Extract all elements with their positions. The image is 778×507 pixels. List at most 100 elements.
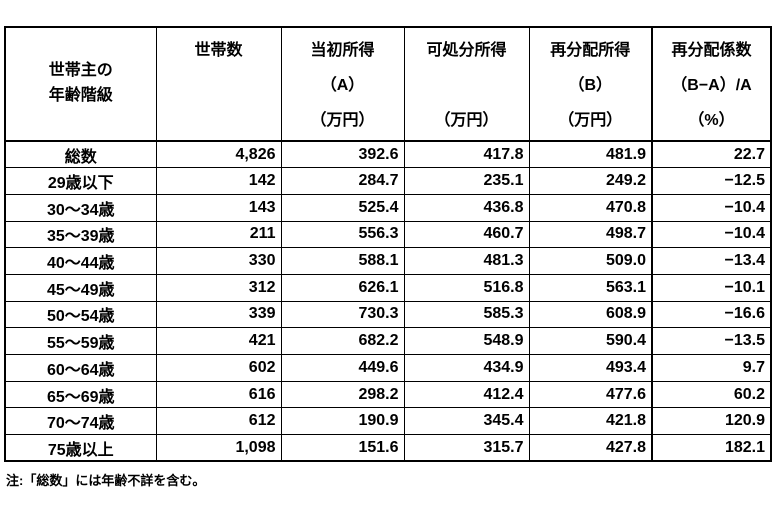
data-cell: 392.6 — [280, 140, 405, 169]
table-row: 60～64歳 602 449.6 434.9 493.4 9.7 — [4, 354, 772, 382]
data-cell: 509.0 — [528, 247, 653, 275]
row-label: 50～54歳 — [4, 300, 157, 329]
header-redistribution-coefficient-symbol: （B−A）/A — [671, 77, 752, 94]
data-cell: 608.9 — [528, 300, 653, 329]
row-label: 60～64歳 — [4, 354, 157, 382]
data-cell: 9.7 — [651, 354, 772, 382]
data-cell: 427.8 — [528, 434, 653, 462]
data-cell: −13.4 — [651, 247, 772, 275]
data-cell: 330 — [155, 247, 282, 275]
header-redistribution-coefficient-stack: 再分配係数 （B−A）/A （%） — [654, 28, 770, 139]
data-cell: 1,098 — [155, 434, 282, 462]
row-label: 45～49歳 — [4, 273, 157, 302]
data-cell: 602 — [155, 354, 282, 382]
data-cell: 585.3 — [403, 300, 530, 329]
table-row: 35～39歳 211 556.3 460.7 498.7 −10.4 — [4, 220, 772, 249]
table-row: 75歳以上 1,098 151.6 315.7 427.8 182.1 — [4, 434, 772, 462]
header-age-class-line1: 世帯主の — [48, 62, 113, 80]
data-cell: 460.7 — [403, 220, 530, 249]
header-disposable-income-stack: 可処分所得 （万円） — [405, 28, 528, 139]
data-cell: 339 — [155, 300, 282, 329]
header-age-class: 世帯主の 年齢階級 — [4, 26, 157, 142]
data-cell: −10.4 — [651, 193, 772, 222]
data-cell: −10.4 — [651, 220, 772, 249]
header-initial-income-unit: （万円） — [310, 112, 375, 129]
data-cell: 590.4 — [528, 327, 653, 355]
data-cell: 417.8 — [403, 140, 530, 169]
row-label: 65～69歳 — [4, 380, 157, 409]
data-cell: 312 — [155, 273, 282, 302]
data-cell: 249.2 — [528, 167, 653, 195]
header-redistributed-income-symbol: （B） — [568, 77, 613, 94]
data-cell: −12.5 — [651, 167, 772, 195]
data-cell: 235.1 — [403, 167, 530, 195]
data-cell: 284.7 — [280, 167, 405, 195]
data-cell: −16.6 — [651, 300, 772, 329]
data-cell: 616 — [155, 380, 282, 409]
data-cell: 120.9 — [651, 407, 772, 436]
data-cell: 588.1 — [280, 247, 405, 275]
data-cell: −13.5 — [651, 327, 772, 355]
data-cell: 626.1 — [280, 273, 405, 302]
data-cell: 182.1 — [651, 434, 772, 462]
data-cell: 556.3 — [280, 220, 405, 249]
table-row: 50～54歳 339 730.3 585.3 608.9 −16.6 — [4, 300, 772, 329]
table-row: 70～74歳 612 190.9 345.4 421.8 120.9 — [4, 407, 772, 436]
header-initial-income-title: 当初所得 — [310, 42, 375, 59]
header-redistributed-income-stack: 再分配所得 （B） （万円） — [530, 28, 651, 139]
row-label: 75歳以上 — [4, 434, 157, 462]
data-cell: 211 — [155, 220, 282, 249]
data-cell: 498.7 — [528, 220, 653, 249]
header-redistributed-income-title: 再分配所得 — [550, 42, 631, 59]
data-cell: 412.4 — [403, 380, 530, 409]
table-body: 総数 4,826 392.6 417.8 481.9 22.7 29歳以下 142 284.7 2… — [4, 140, 772, 462]
header-disposable-income: 可処分所得 （万円） — [403, 26, 530, 142]
data-cell: −10.1 — [651, 273, 772, 302]
table-row: 65～69歳 616 298.2 412.4 477.6 60.2 — [4, 380, 772, 409]
table-row: 45～49歳 312 626.1 516.8 563.1 −10.1 — [4, 273, 772, 302]
data-cell: 190.9 — [280, 407, 405, 436]
header-age-class-line2: 年齢階級 — [48, 87, 113, 104]
data-cell: 345.4 — [403, 407, 530, 436]
header-initial-income-stack: 当初所得 （A） （万円） — [282, 28, 403, 139]
data-cell: 142 — [155, 167, 282, 195]
row-label: 総数 — [4, 140, 157, 169]
data-cell: 563.1 — [528, 273, 653, 302]
data-cell: 548.9 — [403, 327, 530, 355]
data-cell: 143 — [155, 193, 282, 222]
data-cell: 4,826 — [155, 140, 282, 169]
footnote: 注:「総数」には年齢不詳を含む。 — [6, 473, 206, 488]
data-cell: 470.8 — [528, 193, 653, 222]
data-cell: 421 — [155, 327, 282, 355]
table-row: 29歳以下 142 284.7 235.1 249.2 −12.5 — [4, 167, 772, 195]
data-cell: 493.4 — [528, 354, 653, 382]
row-label: 29歳以下 — [4, 167, 157, 195]
table-row: 40～44歳 330 588.1 481.3 509.0 −13.4 — [4, 247, 772, 275]
header-row: 世帯主の 年齢階級 世帯数 当初所得 （A） （万円） — [4, 26, 772, 142]
data-cell: 151.6 — [280, 434, 405, 462]
data-cell: 525.4 — [280, 193, 405, 222]
data-cell: 315.7 — [403, 434, 530, 462]
header-redistribution-coefficient-title: 再分配係数 — [671, 42, 752, 59]
row-label: 30～34歳 — [4, 193, 157, 222]
data-cell: 682.2 — [280, 327, 405, 355]
data-cell: 481.3 — [403, 247, 530, 275]
header-households-title: 世帯数 — [194, 42, 243, 59]
data-cell: 421.8 — [528, 407, 653, 436]
header-redistributed-income: 再分配所得 （B） （万円） — [528, 26, 653, 142]
header-households: 世帯数 — [155, 26, 282, 142]
header-initial-income-symbol: （A） — [320, 77, 365, 94]
header-disposable-income-title: 可処分所得 — [426, 42, 507, 59]
data-cell: 298.2 — [280, 380, 405, 409]
row-label: 55～59歳 — [4, 327, 157, 355]
header-households-stack: 世帯数 — [157, 28, 280, 139]
data-cell: 60.2 — [651, 380, 772, 409]
data-cell: 434.9 — [403, 354, 530, 382]
data-cell: 436.8 — [403, 193, 530, 222]
data-cell: 22.7 — [651, 140, 772, 169]
table-row: 30～34歳 143 525.4 436.8 470.8 −10.4 — [4, 193, 772, 222]
row-label: 70～74歳 — [4, 407, 157, 436]
header-redistribution-coefficient-unit: （%） — [688, 112, 735, 129]
data-cell: 612 — [155, 407, 282, 436]
